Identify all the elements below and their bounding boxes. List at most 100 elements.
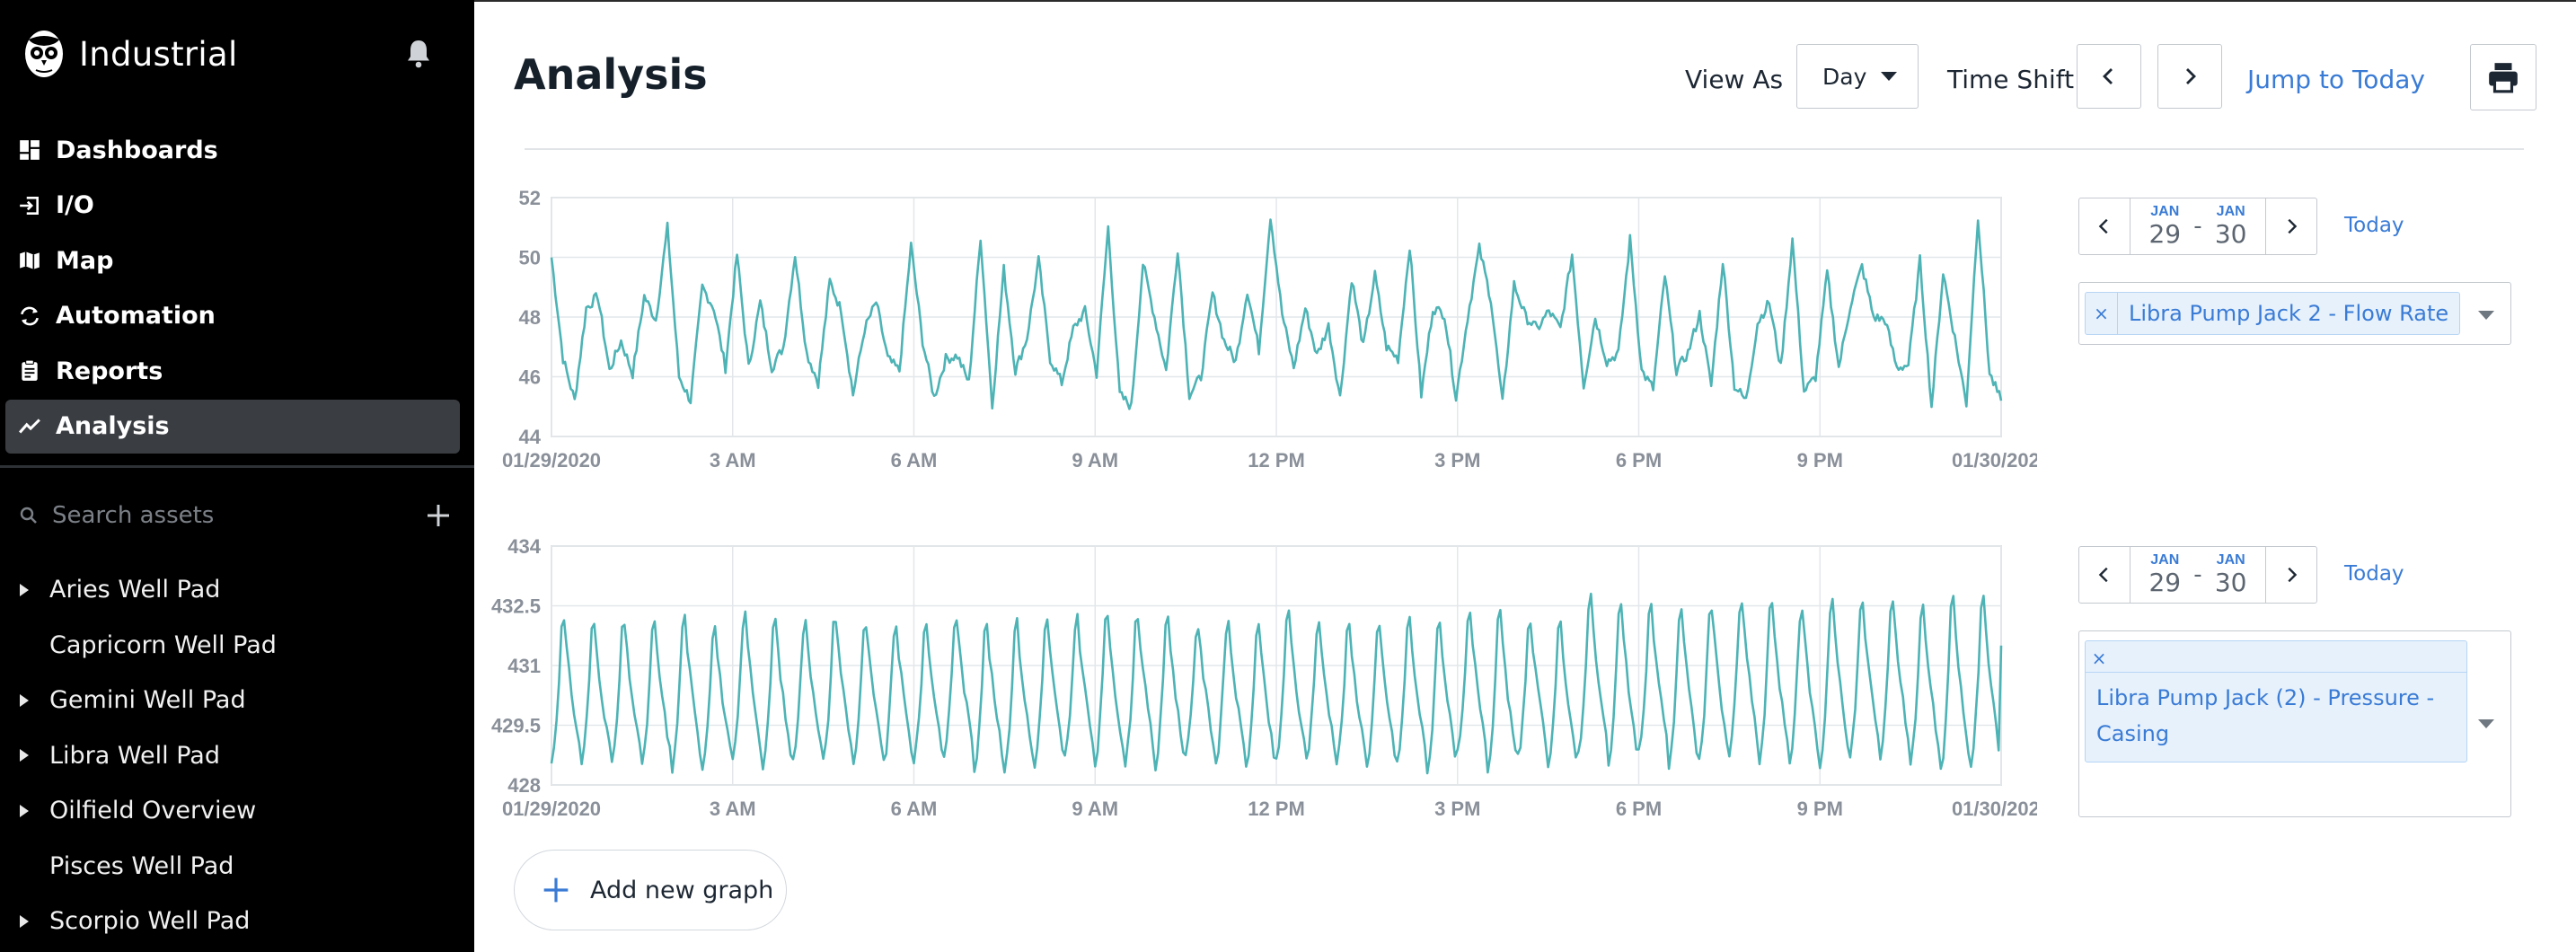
metric-tag: × Libra Pump Jack 2 - Flow Rate xyxy=(2085,292,2461,335)
nav-item-dashboards[interactable]: Dashboards xyxy=(5,123,460,177)
nav-label: I/O xyxy=(56,191,94,219)
caret-right-icon[interactable] xyxy=(18,747,31,763)
graph2-metric-select[interactable]: × Libra Pump Jack (2) - Pressure - Casin… xyxy=(2078,630,2511,817)
chevron-right-icon xyxy=(2288,218,2298,234)
nav-item-reports[interactable]: Reports xyxy=(5,344,460,398)
brand-name: Industrial xyxy=(79,34,238,74)
y-tick-label: 431 xyxy=(507,655,541,677)
jump-to-today-link[interactable]: Jump to Today xyxy=(2247,65,2425,94)
search-input[interactable] xyxy=(52,502,393,529)
graph1-range-dates[interactable]: JAN 29 - JAN 30 xyxy=(2130,198,2265,255)
graph2-range-dates[interactable]: JAN 29 - JAN 30 xyxy=(2130,546,2265,604)
date-day: 30 xyxy=(2214,219,2247,249)
asset-label: Libra Well Pad xyxy=(49,741,220,770)
x-tick-label: 9 PM xyxy=(1797,798,1843,820)
asset-item-capricorn[interactable]: Capricorn Well Pad xyxy=(0,618,474,674)
y-tick-label: 432.5 xyxy=(491,595,541,618)
io-icon xyxy=(20,196,39,215)
y-tick-label: 48 xyxy=(519,306,541,329)
caret-right-icon[interactable] xyxy=(18,692,31,709)
nav-label: Map xyxy=(56,246,114,275)
reports-icon xyxy=(22,359,38,381)
graph1-date-range: JAN 29 - JAN 30 xyxy=(2078,198,2317,255)
graph2-today-link[interactable]: Today xyxy=(2344,562,2404,586)
asset-item-scorpio[interactable]: Scorpio Well Pad xyxy=(0,894,474,949)
x-tick-label: 9 AM xyxy=(1072,798,1118,820)
caret-right-icon[interactable] xyxy=(18,582,31,598)
chevron-left-icon xyxy=(2098,567,2108,583)
date-separator: - xyxy=(2193,213,2202,240)
asset-tree: Aries Well Pad Capricorn Well Pad Gemini… xyxy=(0,562,474,949)
x-tick-label: 3 AM xyxy=(710,449,756,472)
map-icon xyxy=(20,251,40,269)
x-tick-label: 12 PM xyxy=(1248,449,1305,472)
add-new-graph-button[interactable]: Add new graph xyxy=(514,850,787,930)
graph2-range-next-button[interactable] xyxy=(2265,546,2317,604)
brand[interactable]: Industrial xyxy=(23,29,238,79)
asset-label: Pisces Well Pad xyxy=(49,851,234,880)
view-as-select[interactable]: Day xyxy=(1796,44,1919,109)
graph1-range-prev-button[interactable] xyxy=(2078,198,2130,255)
print-button[interactable] xyxy=(2470,44,2536,110)
nav-item-analysis[interactable]: Analysis xyxy=(5,399,460,454)
asset-item-oilfield-overview[interactable]: Oilfield Overview xyxy=(0,783,474,839)
sidebar-divider xyxy=(0,465,474,468)
series-line[interactable] xyxy=(550,218,2003,410)
nav-item-io[interactable]: I/O xyxy=(5,179,460,233)
asset-item-aries[interactable]: Aries Well Pad xyxy=(0,562,474,618)
graph1-metric-select[interactable]: × Libra Pump Jack 2 - Flow Rate xyxy=(2078,282,2511,345)
metric-tag-body: Libra Pump Jack (2) - Pressure - Casing xyxy=(2086,672,2466,752)
nav-label: Dashboards xyxy=(56,136,218,164)
x-tick-label: 3 PM xyxy=(1434,449,1480,472)
search-icon xyxy=(20,507,37,524)
add-asset-plus-icon[interactable] xyxy=(424,501,453,530)
range-end-date: JAN 30 xyxy=(2208,552,2254,597)
metric-tag-label-line1: Libra Pump Jack (2) - Pressure - xyxy=(2096,685,2435,710)
graph1-today-link[interactable]: Today xyxy=(2344,214,2404,237)
remove-tag-icon[interactable]: × xyxy=(2091,648,2107,669)
nav-label: Analysis xyxy=(56,412,170,440)
x-tick-label: 6 AM xyxy=(891,798,938,820)
pressure-casing-chart[interactable]: 428 429.5 431 432.5 434 01/29/2020 3 AM 6 AM 9 A… xyxy=(474,530,2037,835)
time-shift-forward-button[interactable] xyxy=(2157,44,2222,109)
time-shift-back-button[interactable] xyxy=(2077,44,2141,109)
graph2-date-range: JAN 29 - JAN 30 xyxy=(2078,546,2317,604)
flow-rate-chart[interactable]: 44 46 48 50 52 01/29/2020 3 AM 6 AM 9 AM 12 PM 3 P… xyxy=(474,181,2037,487)
asset-item-libra[interactable]: Libra Well Pad xyxy=(0,728,474,784)
asset-item-gemini[interactable]: Gemini Well Pad xyxy=(0,673,474,728)
asset-label: Capricorn Well Pad xyxy=(49,630,277,659)
series-line[interactable] xyxy=(550,592,2003,775)
date-separator: - xyxy=(2193,561,2202,588)
x-tick-label: 9 PM xyxy=(1797,449,1843,472)
nav-item-map[interactable]: Map xyxy=(5,234,460,287)
y-tick-label: 428 xyxy=(507,774,541,797)
chevron-down-icon xyxy=(1881,72,1898,81)
bell-icon[interactable] xyxy=(402,38,435,70)
add-new-graph-label: Add new graph xyxy=(590,876,774,904)
x-tick-label: 01/29/2020 xyxy=(502,449,601,472)
chevron-left-icon xyxy=(2098,218,2108,234)
x-tick-label: 01/29/2020 xyxy=(502,798,601,820)
y-tick-label: 434 xyxy=(507,535,541,558)
x-tick-label: 01/30/2020 xyxy=(1952,798,2037,820)
y-tick-label: 52 xyxy=(519,187,541,209)
page-title: Analysis xyxy=(514,50,708,99)
caret-right-icon[interactable] xyxy=(18,913,31,930)
asset-item-pisces[interactable]: Pisces Well Pad xyxy=(0,839,474,895)
chevron-down-icon[interactable] xyxy=(2478,311,2494,320)
graph2-range-prev-button[interactable] xyxy=(2078,546,2130,604)
chevron-down-icon[interactable] xyxy=(2478,719,2494,728)
nav-label: Reports xyxy=(56,357,163,385)
date-day: 29 xyxy=(2148,568,2182,597)
date-month: JAN xyxy=(2150,204,2180,219)
date-month: JAN xyxy=(2150,552,2180,568)
x-tick-label: 3 AM xyxy=(710,798,756,820)
metric-tag-label-line2: Casing xyxy=(2096,721,2170,746)
automation-icon xyxy=(21,306,39,325)
nav-item-automation[interactable]: Automation xyxy=(5,289,460,343)
x-tick-label: 01/30/2020 xyxy=(1952,449,2037,472)
graph1-range-next-button[interactable] xyxy=(2265,198,2317,255)
caret-right-icon[interactable] xyxy=(18,803,31,819)
chevron-right-icon xyxy=(2288,567,2298,583)
remove-tag-icon[interactable]: × xyxy=(2086,293,2118,334)
